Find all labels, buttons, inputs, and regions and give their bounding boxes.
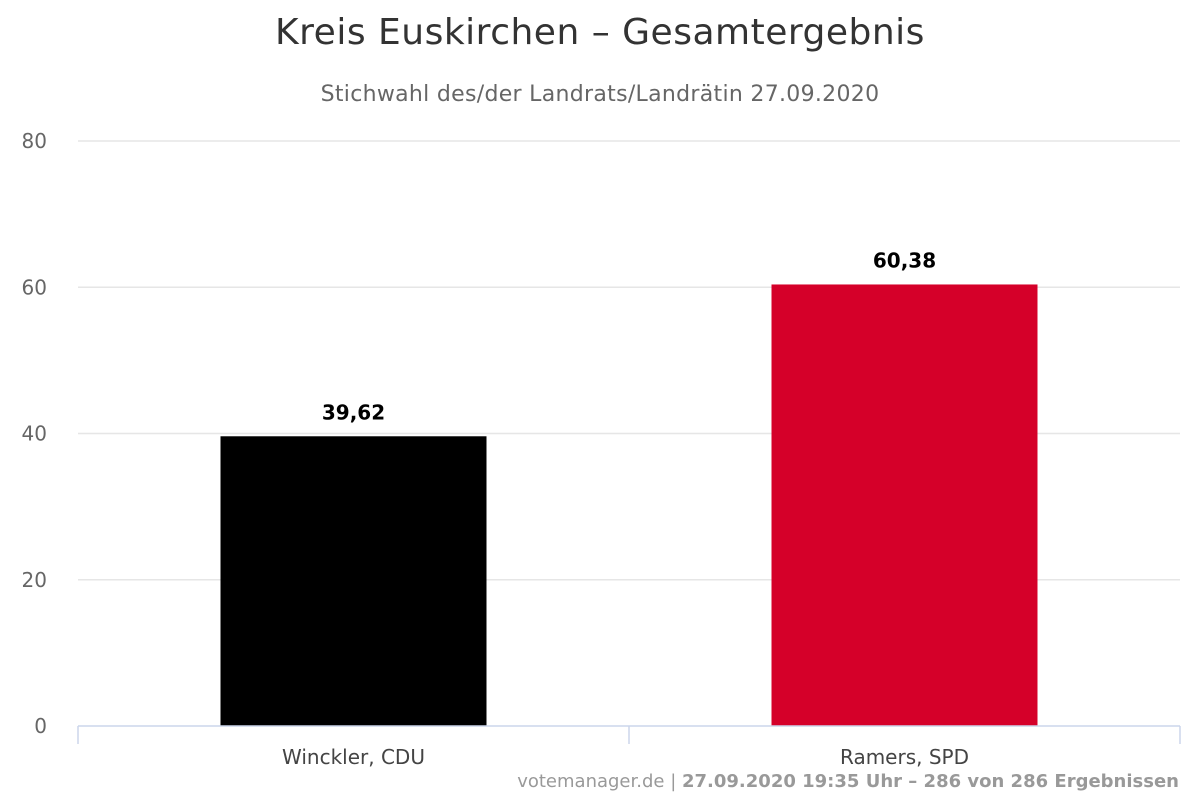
x-axis: Winckler, CDU Ramers, SPD: [77, 725, 1181, 769]
y-axis-ticks: 0 20 40 60 80: [22, 129, 47, 738]
credits-info: 27.09.2020 19:35 Uhr – 286 von 286 Ergeb…: [682, 771, 1179, 792]
y-tick-label: 40: [22, 422, 47, 446]
data-label: 39,62: [322, 400, 385, 424]
data-label: 60,38: [873, 248, 936, 272]
bars: [220, 284, 1038, 726]
bar[interactable]: [220, 436, 487, 726]
chart-subtitle: Stichwahl des/der Landrats/Landrätin 27.…: [320, 82, 880, 107]
y-tick-label: 0: [34, 714, 47, 738]
y-tick-label: 20: [22, 568, 47, 592]
bar[interactable]: [771, 284, 1038, 726]
data-labels: 39,62 60,38: [322, 248, 936, 424]
y-tick-label: 60: [22, 275, 47, 299]
credits-separator: |: [664, 771, 682, 792]
y-tick-label: 80: [22, 129, 47, 153]
credits[interactable]: votemanager.de | 27.09.2020 19:35 Uhr – …: [517, 771, 1179, 792]
chart-title: Kreis Euskirchen – Gesamtergebnis: [275, 12, 925, 53]
x-category-label: Winckler, CDU: [282, 745, 425, 769]
credits-site[interactable]: votemanager.de: [517, 771, 665, 792]
x-category-label: Ramers, SPD: [840, 745, 969, 769]
